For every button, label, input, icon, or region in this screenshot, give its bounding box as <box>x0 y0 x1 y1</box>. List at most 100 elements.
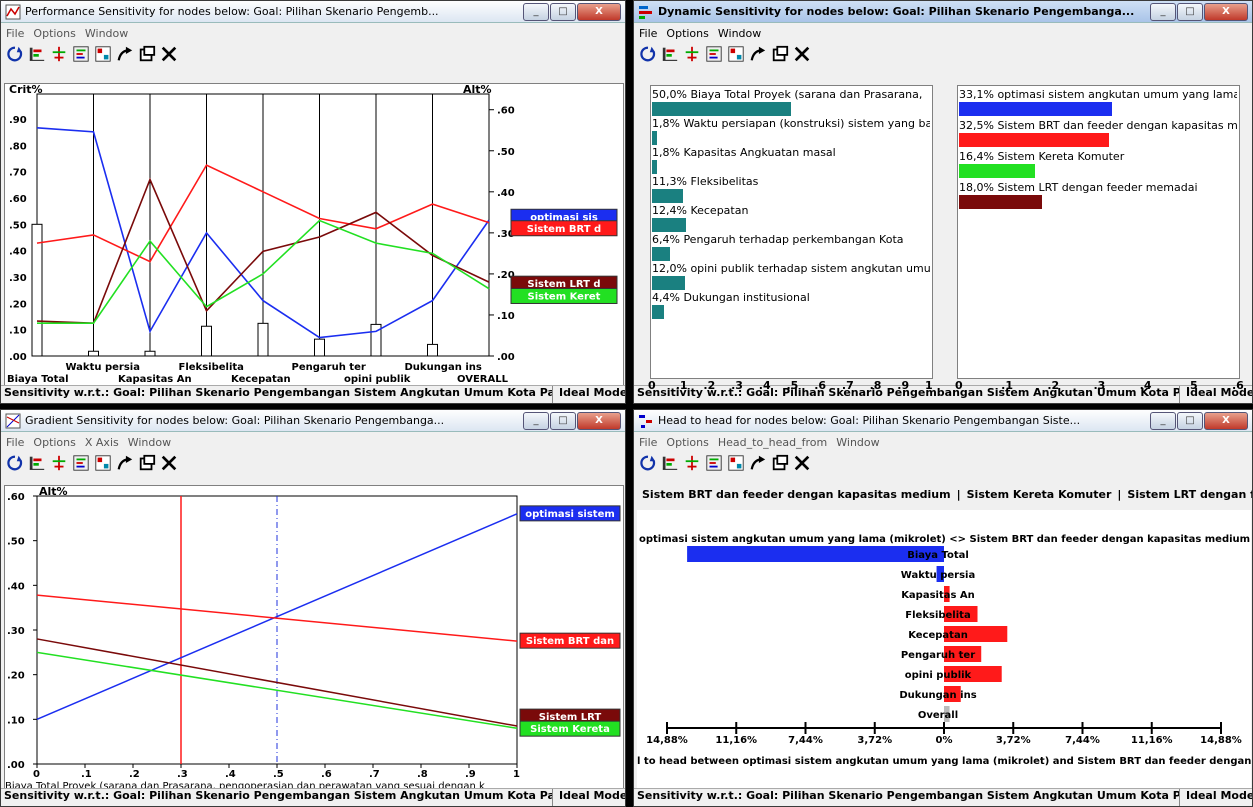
legend-swatch <box>510 220 618 237</box>
star-icon[interactable] <box>682 44 702 64</box>
tab-lrt[interactable]: Sistem LRT dengan feeder me... <box>1127 488 1252 501</box>
criterion-label: Pengaruh ter <box>901 650 975 661</box>
menu-x-axis[interactable]: X Axis <box>84 435 119 449</box>
close-button[interactable]: X <box>1204 2 1248 21</box>
menu-options[interactable]: Options <box>33 26 76 40</box>
menu-file[interactable]: File <box>6 435 25 449</box>
star-icon[interactable] <box>682 453 702 473</box>
menu-window[interactable]: Window <box>836 435 880 449</box>
window-icon[interactable] <box>770 44 790 64</box>
grid-icon[interactable] <box>726 44 746 64</box>
window-title: Gradient Sensitivity for nodes below: Go… <box>25 414 445 427</box>
menu-window[interactable]: Window <box>127 435 172 449</box>
criterion-label: 1,8% Waktu persiapan (konstruksi) sistem… <box>652 117 930 130</box>
footer-caption: l to head between optimasi sistem angkut… <box>637 756 1251 767</box>
menu-options[interactable]: Options <box>666 435 709 449</box>
title-bar[interactable]: Gradient Sensitivity for nodes below: Go… <box>1 410 625 432</box>
close-button[interactable]: X <box>1204 411 1248 430</box>
minimize-button[interactable]: _ <box>523 2 549 21</box>
tree-icon[interactable] <box>71 44 91 64</box>
criterion-bar <box>652 131 657 145</box>
legend-label: Sistem BRT d <box>527 224 601 235</box>
minimize-button[interactable]: _ <box>1150 2 1176 21</box>
close-x-icon[interactable] <box>792 44 812 64</box>
menu-file[interactable]: File <box>639 26 658 40</box>
bar-chart-icon[interactable] <box>660 453 680 473</box>
right-axis-title: Alt% <box>463 84 492 96</box>
head-to-head-plot: optimasi sistem angkutan umum yang lama … <box>637 510 1251 790</box>
performance-plot: Crit% Alt% .00 .10 .20 .30 .40 .50 .60 .70 .80 .90.… <box>4 83 624 387</box>
axis-label: 3,72% <box>996 735 1031 746</box>
arrow-icon[interactable] <box>115 453 135 473</box>
title-bar[interactable]: Dynamic Sensitivity for nodes below: Goa… <box>634 1 1252 23</box>
alternative-bar <box>959 133 1110 147</box>
tree-icon[interactable] <box>71 453 91 473</box>
comparison-bar <box>944 626 1008 642</box>
tab-brt[interactable]: Sistem BRT dan feeder dengan kapasitas m… <box>642 488 951 501</box>
menu-window[interactable]: Window <box>717 26 762 40</box>
star-icon[interactable] <box>49 453 69 473</box>
maximize-button[interactable]: □ <box>1177 411 1203 430</box>
comparison-bar <box>944 706 950 722</box>
menu-options[interactable]: Options <box>33 435 76 449</box>
criterion-label: 11,3% Fleksibelitas <box>652 175 759 188</box>
x-tick-label: .4 <box>225 769 236 780</box>
window-icon[interactable] <box>770 453 790 473</box>
maximize-button[interactable]: □ <box>550 411 576 430</box>
alternative-line-red <box>36 164 490 263</box>
alternatives-axis-label: .2 <box>1047 379 1060 392</box>
arrow-icon[interactable] <box>748 44 768 64</box>
menu-window[interactable]: Window <box>84 26 129 40</box>
tree-icon[interactable] <box>704 44 724 64</box>
close-button[interactable]: X <box>577 2 621 21</box>
refresh-icon[interactable] <box>5 44 25 64</box>
maximize-button[interactable]: □ <box>550 2 576 21</box>
criterion-bar <box>652 189 684 203</box>
criterion-weight-bar <box>201 325 212 357</box>
grid-icon[interactable] <box>93 453 113 473</box>
gradient-sensitivity-window: Gradient Sensitivity for nodes below: Go… <box>0 409 626 807</box>
alternative-bar <box>959 195 1043 209</box>
window-icon[interactable] <box>137 453 157 473</box>
refresh-icon[interactable] <box>638 44 658 64</box>
close-button[interactable]: X <box>577 411 621 430</box>
criterion-label: 12,4% Kecepatan <box>652 204 749 217</box>
minimize-button[interactable]: _ <box>523 411 549 430</box>
x-tick-label: .1 <box>81 769 92 780</box>
arrow-icon[interactable] <box>115 44 135 64</box>
refresh-icon[interactable] <box>638 453 658 473</box>
tree-icon[interactable] <box>704 453 724 473</box>
star-icon[interactable] <box>49 44 69 64</box>
tab-kereta[interactable]: Sistem Kereta Komuter <box>966 488 1112 501</box>
close-x-icon[interactable] <box>792 453 812 473</box>
bar-chart-icon[interactable] <box>27 44 47 64</box>
close-x-icon[interactable] <box>159 44 179 64</box>
legend-label: Sistem Keret <box>528 291 601 302</box>
menu-file[interactable]: File <box>639 435 658 449</box>
alternatives-axis-label: .3 <box>1093 379 1106 392</box>
x-axis-label: Biaya Total Proyek (sarana dan Prasarana… <box>5 781 485 789</box>
legend-swatch <box>519 632 621 649</box>
title-bar[interactable]: Performance Sensitivity for nodes below:… <box>1 1 625 23</box>
legend-label: Sistem Kereta <box>530 724 610 735</box>
grid-icon[interactable] <box>93 44 113 64</box>
maximize-button[interactable]: □ <box>1177 2 1203 21</box>
grid-icon[interactable] <box>726 453 746 473</box>
bar-chart-icon[interactable] <box>27 453 47 473</box>
close-x-icon[interactable] <box>159 453 179 473</box>
menu-file[interactable]: File <box>6 26 25 40</box>
window-title: Head to head for nodes below: Goal: Pili… <box>658 414 1081 427</box>
menu-head-to-head-from[interactable]: Head_to_head_from <box>717 435 828 449</box>
criteria-axis-label: .5 <box>786 379 799 392</box>
menu-options[interactable]: Options <box>666 26 709 40</box>
minimize-button[interactable]: _ <box>1150 411 1176 430</box>
status-bar: Sensitivity w.r.t.: Goal: Pilihan Skenar… <box>634 788 1252 806</box>
axis-label: 11,16% <box>1131 735 1173 746</box>
refresh-icon[interactable] <box>5 453 25 473</box>
arrow-icon[interactable] <box>748 453 768 473</box>
title-bar[interactable]: Head to head for nodes below: Goal: Pili… <box>634 410 1252 432</box>
window-icon[interactable] <box>137 44 157 64</box>
y-tick-label: .30 <box>7 626 25 637</box>
criterion-label: Fleksibelita <box>905 610 970 621</box>
bar-chart-icon[interactable] <box>660 44 680 64</box>
